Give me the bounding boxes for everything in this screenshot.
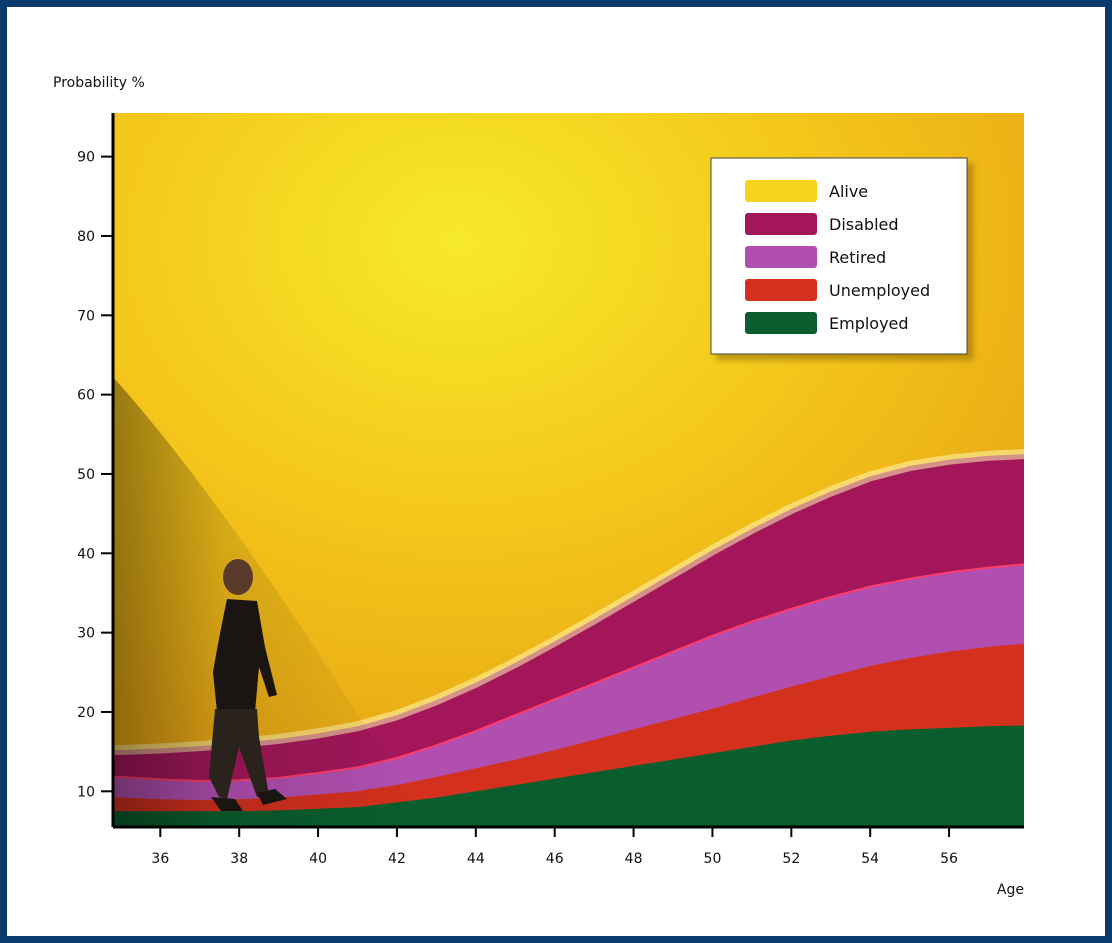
- chart-frame: 10 20 30 40 50 60 70 80 90 36 38 40 42 44 46 48 50 52 54 56…: [7, 7, 1105, 936]
- y-tick-label-10: 10: [77, 784, 95, 800]
- y-tick-label-30: 30: [77, 626, 95, 642]
- legend-label-disabled: Disabled: [829, 215, 899, 234]
- legend-swatch-unemployed: [745, 279, 817, 301]
- legend-label-retired: Retired: [829, 248, 886, 267]
- legend-swatch-disabled: [745, 213, 817, 235]
- x-tick-label-46: 46: [546, 851, 564, 867]
- y-tick-label-60: 60: [77, 388, 95, 404]
- x-tick-label-36: 36: [151, 851, 169, 867]
- y-tick-label-20: 20: [77, 705, 95, 721]
- legend: Alive Disabled Retired Unemployed Employed: [710, 157, 968, 355]
- y-tick-label-50: 50: [77, 467, 95, 483]
- y-tick-label-70: 70: [77, 308, 95, 324]
- legend-swatch-employed: [745, 312, 817, 334]
- x-tick-label-50: 50: [704, 851, 722, 867]
- axes: 10 20 30 40 50 60 70 80 90 36 38 40 42 44 46 48 50 52 54 56: [77, 113, 1024, 867]
- y-tick-label-40: 40: [77, 546, 95, 562]
- x-axis-label: Age: [997, 882, 1024, 898]
- legend-swatch-alive: [745, 180, 817, 202]
- area-employed: [113, 725, 1024, 827]
- x-tick-label-54: 54: [861, 851, 879, 867]
- x-tick-label-38: 38: [230, 851, 248, 867]
- y-axis-label: Probability %: [53, 75, 145, 91]
- x-tick-label-40: 40: [309, 851, 327, 867]
- x-tick-label-52: 52: [782, 851, 800, 867]
- area-chart: 10 20 30 40 50 60 70 80 90 36 38 40 42 44 46 48 50 52 54 56…: [53, 75, 1025, 898]
- legend-label-unemployed: Unemployed: [829, 281, 930, 300]
- x-tick-label-42: 42: [388, 851, 406, 867]
- legend-label-alive: Alive: [829, 182, 868, 201]
- x-tick-label-44: 44: [467, 851, 485, 867]
- y-tick-label-80: 80: [77, 229, 95, 245]
- y-tick-label-90: 90: [77, 150, 95, 166]
- x-tick-label-56: 56: [940, 851, 958, 867]
- legend-label-employed: Employed: [829, 314, 909, 333]
- x-tick-label-48: 48: [625, 851, 643, 867]
- walking-woman-figure: [209, 559, 287, 811]
- left-shadow: [113, 377, 427, 827]
- legend-swatch-retired: [745, 246, 817, 268]
